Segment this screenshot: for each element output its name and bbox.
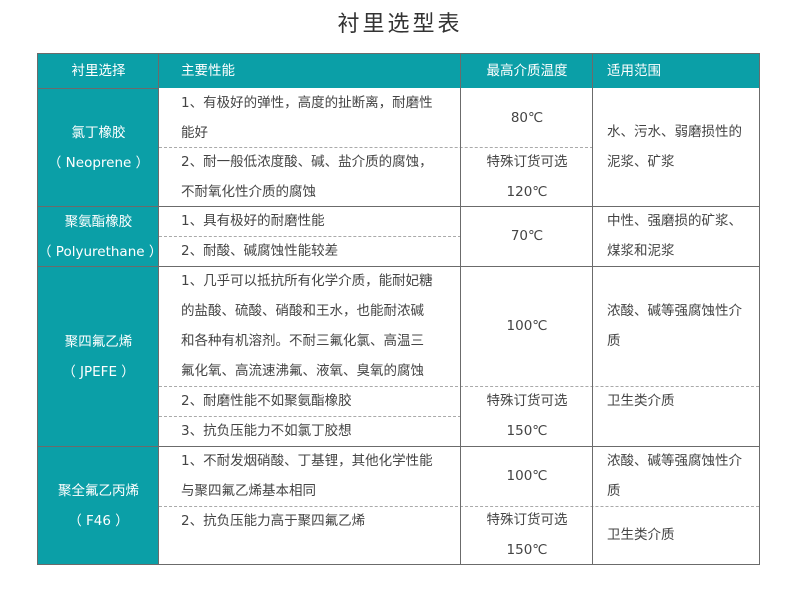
perf-cell: 2、耐酸、碱腐蚀性能较差 <box>181 243 339 259</box>
page-title: 衬里选型表 <box>337 12 463 37</box>
column-divider <box>460 54 461 564</box>
lining-selection-table: 衬里选择 主要性能 最高介质温度 适用范围 氯丁橡胶 （ Neoprene ） … <box>37 53 760 565</box>
row-name-neoprene: 氯丁橡胶 （ Neoprene ） <box>38 88 159 206</box>
perf-cell: 1、几乎可以抵抗所有化学介质，能耐妃糖 的盐酸、硫酸、硝酸和王水，也能耐浓碱 和… <box>181 273 433 379</box>
dashed-divider <box>159 236 461 237</box>
dashed-divider <box>159 147 593 148</box>
row-name-polyurethane: 聚氨酯橡胶 （ Polyurethane ） <box>38 206 162 266</box>
row-divider <box>38 266 759 267</box>
column-divider <box>158 54 159 564</box>
dashed-divider <box>159 386 759 387</box>
perf-cell: 3、抗负压能力不如氯丁胶想 <box>181 423 352 439</box>
row-name-jpefe: 聚四氟乙烯 （ JPEFE ） <box>38 266 159 446</box>
scope-cell: 浓酸、碱等强腐蚀性介 质 <box>607 453 742 499</box>
scope-cell: 水、污水、弱磨损性的 泥浆、矿浆 <box>607 124 742 170</box>
scope-cell: 中性、强磨损的矿浆、 煤浆和泥浆 <box>607 213 742 259</box>
perf-cell: 1、有极好的弹性，高度的扯断离，耐磨性 能好 <box>181 94 433 141</box>
row-name-f46: 聚全氟乙丙烯 （ F46 ） <box>38 446 159 564</box>
scope-cell: 卫生类介质 <box>607 393 675 409</box>
header-max-temp: 最高介质温度 <box>461 54 593 88</box>
perf-cell: 1、不耐发烟硝酸、丁基锂，其他化学性能 与聚四氟乙烯基本相同 <box>181 453 433 499</box>
temp-cell: 特殊订货可选 150℃ <box>486 512 568 558</box>
header-scope: 适用范围 <box>593 54 759 88</box>
perf-cell: 2、耐一般低浓度酸、碱、盐介质的腐蚀， 不耐氧化性介质的腐蚀 <box>181 153 433 200</box>
row-divider <box>38 446 759 447</box>
row-divider <box>38 206 759 207</box>
temp-cell: 100℃ <box>506 318 548 334</box>
header-performance: 主要性能 <box>159 54 461 88</box>
perf-cell: 1、具有极好的耐磨性能 <box>181 213 325 229</box>
dashed-divider <box>159 416 461 417</box>
column-divider <box>592 54 593 564</box>
scope-cell: 浓酸、碱等强腐蚀性介 质 <box>607 303 742 349</box>
temp-cell: 特殊订货可选 150℃ <box>486 393 568 439</box>
temp-cell: 特殊订货可选 120℃ <box>486 153 568 200</box>
header-lining: 衬里选择 <box>38 54 159 88</box>
temp-cell: 70℃ <box>510 228 544 244</box>
scope-cell: 卫生类介质 <box>607 527 675 543</box>
temp-cell: 100℃ <box>506 468 548 484</box>
perf-cell: 2、耐磨性能不如聚氨酯橡胶 <box>181 393 352 409</box>
dashed-divider <box>159 506 759 507</box>
temp-cell: 80℃ <box>510 109 544 126</box>
perf-cell: 2、抗负压能力高于聚四氟乙烯 <box>181 513 366 529</box>
